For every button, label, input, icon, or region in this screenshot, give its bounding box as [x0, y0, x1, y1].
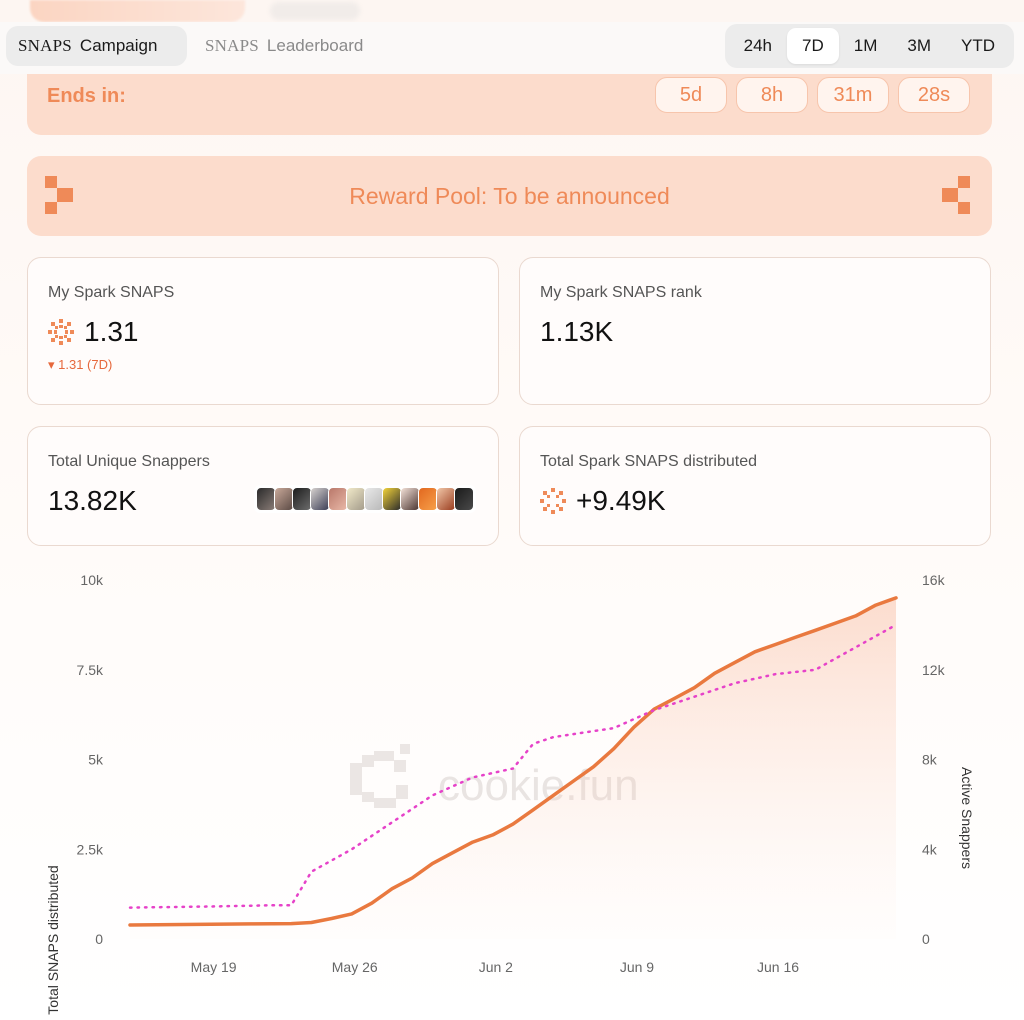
tab-snaps-campaign[interactable]: SNAPS Campaign — [6, 26, 187, 66]
time-range-ytd[interactable]: YTD — [961, 36, 995, 55]
tab-snaps-leaderboard[interactable]: SNAPS Leaderboard — [205, 26, 363, 66]
my-snaps-value: 1.31 — [84, 316, 139, 347]
chart-plot — [128, 596, 898, 939]
avatar — [436, 487, 456, 511]
y-left-tick-label: 10k — [80, 572, 104, 588]
my-rank-card: My Spark SNAPS rank 1.13K — [519, 257, 991, 405]
avatar — [454, 487, 474, 511]
avatar — [310, 487, 330, 511]
chart-axes: 0 2.5k 5k 7.5k 10k 0 4k 8k 12k 16k May 19 May 26 Jun… — [77, 572, 946, 975]
snaps-logo-text: SNAPS — [205, 36, 259, 55]
time-range-selector: 24h 7D 1M 3M YTD — [724, 24, 1014, 68]
snaps-area-fill — [130, 597, 896, 939]
avatar — [328, 487, 348, 511]
countdown-minutes: 31m — [817, 77, 889, 113]
tab-campaign-label: Campaign — [79, 36, 158, 55]
avatar — [292, 487, 312, 511]
faded-header-pill — [30, 0, 245, 22]
tab-leaderboard-label: Leaderboard — [266, 36, 364, 55]
card-title: My Spark SNAPS rank — [540, 284, 702, 301]
reward-pool-text: Reward Pool: To be announced — [349, 182, 670, 209]
avatar — [274, 487, 294, 511]
my-snaps-card: My Spark SNAPS 1.31 ▾ 1.31 (7D) — [27, 257, 499, 405]
countdown-banner: Ends in: 5d 8h 31m 28s — [27, 74, 992, 135]
unique-snappers-card: Total Unique Snappers 13.82K — [27, 426, 499, 546]
cookie-logo-icon — [350, 744, 410, 808]
card-value-row: 1.31 — [48, 316, 139, 348]
avatar — [256, 487, 276, 511]
snaps-logo-text: SNAPS — [18, 36, 72, 55]
countdown-chips: 5d 8h 31m 28s — [655, 77, 970, 113]
y-right-tick-label: 8k — [922, 752, 938, 768]
pixel-block-icon — [942, 176, 970, 214]
snaps-distributed-line — [128, 596, 898, 927]
y-right-tick-label: 12k — [922, 662, 946, 678]
snaps-chart: cookie.fun 02.5k5k7.5k10k04k8k12k16kMay … — [45, 572, 975, 1015]
y-left-axis-title: Total SNAPS distributed — [45, 865, 61, 1014]
card-title: Total Unique Snappers — [48, 453, 210, 470]
card-value-row: 13.82K — [48, 485, 137, 517]
x-tick-label: Jun 2 — [479, 959, 513, 975]
countdown-hours: 8h — [736, 77, 808, 113]
card-value-row: +9.49K — [540, 485, 666, 517]
countdown-seconds: 28s — [898, 77, 970, 113]
spark-icon — [48, 319, 74, 345]
reward-pool-banner: Reward Pool: To be announced — [27, 156, 992, 236]
distributed-card: Total Spark SNAPS distributed +9.49K — [519, 426, 991, 546]
x-tick-label: Jun 16 — [757, 959, 799, 975]
time-range-7d[interactable]: 7D — [787, 28, 839, 64]
faded-header-pill-2 — [270, 2, 360, 20]
my-rank-value: 1.13K — [540, 316, 614, 347]
y-right-tick-label: 4k — [922, 841, 938, 857]
y-right-axis-title: Active Snappers — [959, 767, 975, 869]
avatar — [346, 487, 366, 511]
card-title: My Spark SNAPS — [48, 284, 175, 301]
time-range-24h[interactable]: 24h — [743, 36, 773, 55]
countdown-days: 5d — [655, 77, 727, 113]
spark-icon — [540, 488, 566, 514]
pixel-block-icon — [45, 176, 73, 214]
y-right-tick-label: 0 — [922, 931, 930, 947]
x-tick-label: May 19 — [191, 959, 237, 975]
y-left-tick-label: 2.5k — [77, 841, 104, 857]
avatar-stack[interactable] — [254, 485, 476, 513]
top-nav: SNAPS Campaign SNAPS Leaderboard 24h 7D … — [0, 22, 1024, 74]
y-left-tick-label: 7.5k — [77, 662, 104, 678]
active-snappers-line — [128, 623, 898, 909]
unique-snappers-value: 13.82K — [48, 485, 137, 516]
my-snaps-delta: ▾ 1.31 (7D) — [48, 357, 113, 372]
y-left-tick-label: 5k — [88, 752, 104, 768]
x-tick-label: Jun 9 — [620, 959, 654, 975]
time-range-1m[interactable]: 1M — [853, 36, 878, 55]
y-right-tick-label: 16k — [922, 572, 946, 588]
avatar — [364, 487, 384, 511]
avatar — [400, 487, 420, 511]
card-title: Total Spark SNAPS distributed — [540, 453, 757, 470]
time-range-3m[interactable]: 3M — [907, 36, 931, 55]
avatar — [418, 487, 438, 511]
distributed-value: +9.49K — [576, 485, 666, 516]
avatar — [382, 487, 402, 511]
card-value-row: 1.13K — [540, 316, 613, 348]
countdown-label: Ends in: — [47, 85, 126, 107]
y-left-tick-label: 0 — [95, 931, 103, 947]
x-tick-label: May 26 — [332, 959, 378, 975]
